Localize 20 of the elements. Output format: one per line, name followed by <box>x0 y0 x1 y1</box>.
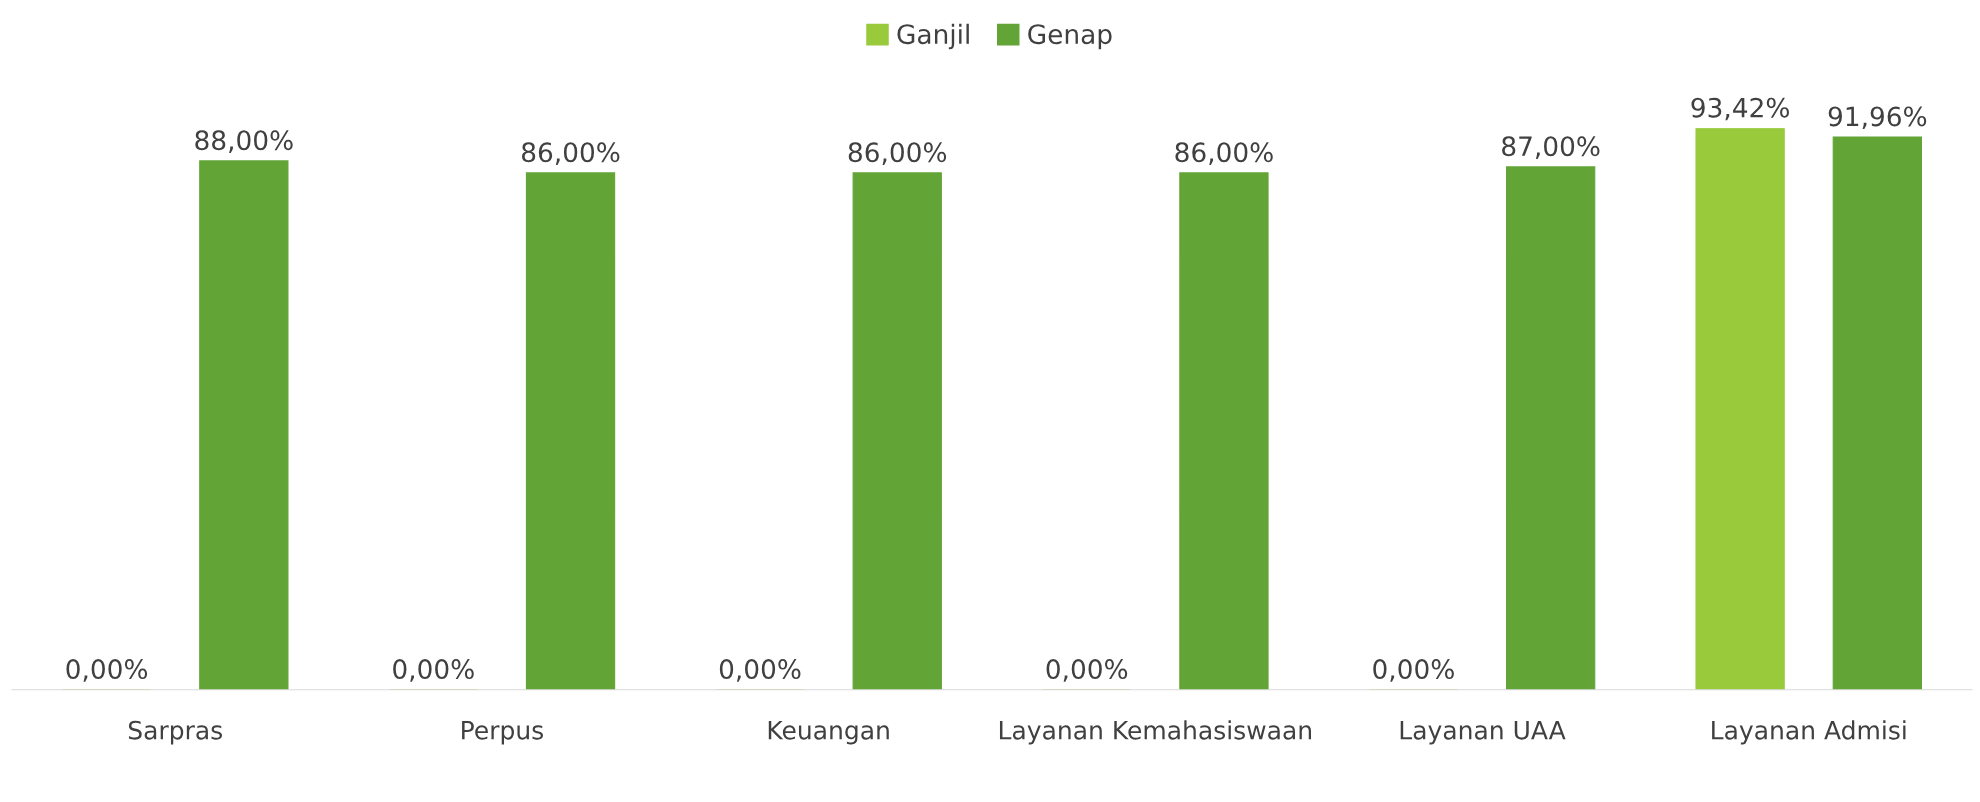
data-label: 86,00% <box>522 142 620 165</box>
legend-label: Ganjil <box>897 23 969 50</box>
data-label: 86,00% <box>848 142 947 165</box>
data-label: 0,00% <box>393 659 474 682</box>
legend-label: Genap <box>1028 24 1112 50</box>
x-tick-label: Layanan Admisi <box>1712 720 1906 745</box>
data-label: 93,42% <box>1691 97 1789 121</box>
data-label: 88,00% <box>195 130 293 153</box>
data-label: 87,00% <box>1502 136 1600 159</box>
data-label: 0,00% <box>719 659 801 682</box>
data-label: 0,00% <box>1373 659 1454 682</box>
data-label: 91,96% <box>1828 106 1927 130</box>
data-label: 86,00% <box>1175 142 1273 165</box>
x-tick-label: Layanan UAA <box>1400 721 1566 745</box>
x-tick-label: Sarpras <box>128 720 222 745</box>
x-tick-label: Layanan Kemahasiswaan <box>999 720 1312 745</box>
x-tick-label: Keuangan <box>768 721 889 745</box>
data-label: 0,00% <box>1046 659 1128 682</box>
x-tick-label: Perpus <box>462 721 543 745</box>
data-label: 0,00% <box>66 659 148 682</box>
